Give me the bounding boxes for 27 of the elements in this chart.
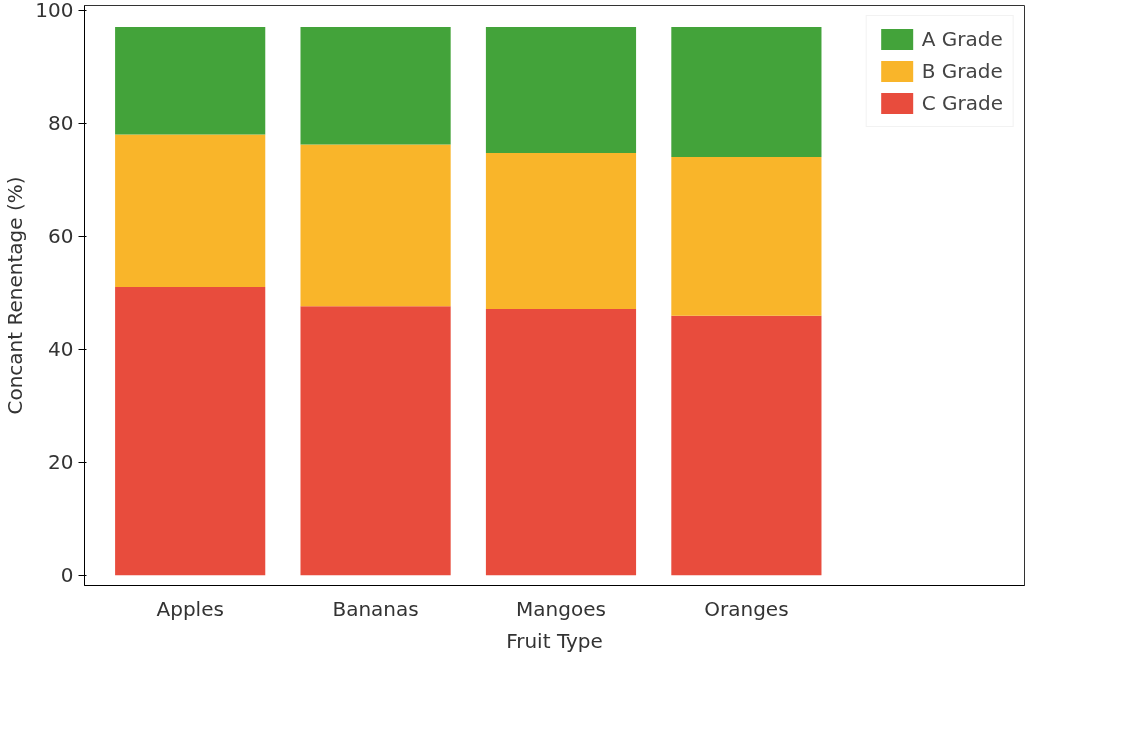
y-tick-label: 20 [48, 450, 74, 475]
bar [115, 287, 266, 576]
y-tick-label: 0 [60, 563, 74, 588]
x-axis-title: Fruit Type [506, 628, 603, 653]
bar [485, 153, 637, 310]
bar [671, 157, 822, 316]
bar [115, 26, 266, 135]
legend-label: B Grade [921, 59, 1003, 83]
bar [300, 306, 451, 576]
x-tick-label: Bananas [332, 596, 419, 621]
legend-label: C Grade [921, 91, 1003, 115]
y-axis-title: Concant Renentage (%) [3, 176, 28, 415]
x-tick-label: Apples [156, 596, 224, 621]
y-tick-label: 80 [48, 111, 74, 136]
y-tick-label: 60 [48, 224, 74, 249]
legend-label: A Grade [921, 27, 1003, 51]
bar [485, 26, 637, 154]
y-tick-label: 100 [35, 0, 74, 23]
x-tick-label: Mangoes [516, 596, 606, 621]
x-tick-label: Oranges [704, 596, 789, 621]
y-tick-label: 40 [48, 337, 74, 362]
bar [485, 309, 637, 576]
bar [300, 144, 451, 307]
bar [115, 134, 266, 288]
bar [671, 315, 822, 576]
bar [671, 26, 822, 157]
bar [300, 26, 451, 145]
